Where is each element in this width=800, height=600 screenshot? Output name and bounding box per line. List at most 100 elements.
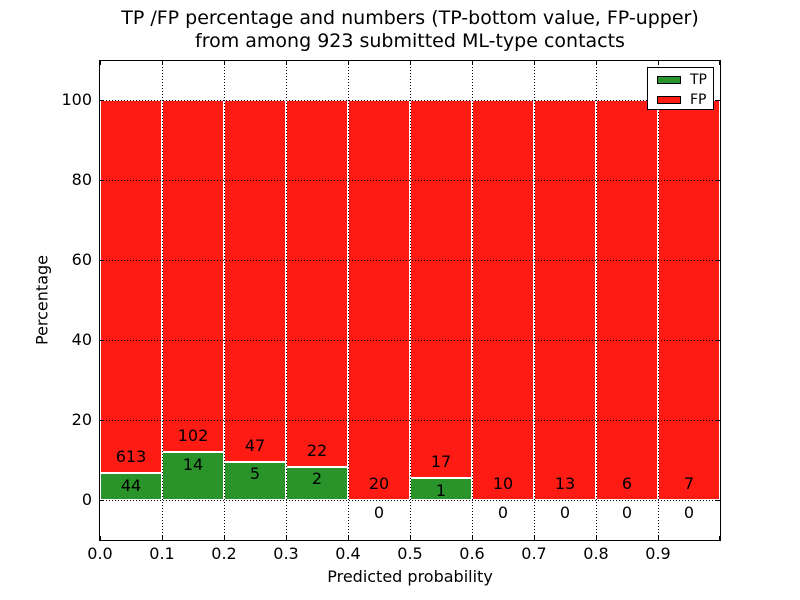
axis-tick (472, 536, 473, 540)
x-tick-label: 0.8 (583, 544, 609, 563)
grid-line-vertical (534, 61, 535, 540)
axis-tick (410, 61, 411, 65)
bar-count-label-fp: 6 (621, 474, 633, 493)
axis-tick (348, 536, 349, 540)
grid-line-horizontal (100, 100, 720, 101)
grid-line-vertical (348, 61, 349, 540)
axis-tick (162, 536, 163, 540)
axis-tick (100, 500, 104, 501)
y-tick-label: 80 (71, 170, 92, 189)
grid-line-vertical (596, 61, 597, 540)
y-tick-label: 100 (61, 90, 92, 109)
x-tick-label: 0.0 (87, 544, 113, 563)
x-tick-label: 0.4 (335, 544, 361, 563)
y-tick-label: 0 (81, 490, 92, 509)
axis-tick (162, 61, 163, 65)
axis-tick (100, 61, 101, 65)
bar-count-label-fp: 7 (683, 474, 695, 493)
bar-segment-fp (534, 100, 596, 500)
chart-title-line-2: from among 923 submitted ML-type contact… (195, 30, 625, 52)
bar-count-label-tp: 0 (621, 502, 633, 522)
bar-count-label-fp: 47 (244, 435, 266, 455)
bar-segment-fp (596, 100, 658, 500)
bar-count-label-fp: 10 (492, 474, 514, 493)
bar-segment-fp (410, 100, 472, 478)
axis-tick (596, 536, 597, 540)
axis-tick (100, 536, 101, 540)
bar-segment-tp (100, 473, 162, 500)
bar-count-label-tp: 0 (559, 502, 571, 522)
grid-line-horizontal (100, 420, 720, 421)
axis-tick (410, 536, 411, 540)
x-tick-label: 0.6 (459, 544, 485, 563)
bar-segment-fp (472, 100, 534, 500)
bar-count-label-tp: 0 (497, 502, 509, 522)
axis-tick (100, 340, 104, 341)
axis-tick (534, 536, 535, 540)
y-tick-label: 60 (71, 250, 92, 269)
grid-line-horizontal (100, 340, 720, 341)
axis-tick (716, 500, 720, 501)
plot-area (99, 60, 721, 541)
legend-row-tp: TP (648, 71, 713, 89)
axis-tick (716, 260, 720, 261)
axis-tick (100, 100, 104, 101)
legend-swatch-fp (657, 96, 681, 104)
bar-count-label-tp: 5 (249, 464, 261, 484)
bar-segment-fp (286, 100, 348, 467)
y-tick-label: 40 (71, 330, 92, 349)
bar-count-label-fp: 13 (554, 474, 576, 493)
axis-tick (716, 340, 720, 341)
axis-tick (716, 180, 720, 181)
grid-line-horizontal (100, 500, 720, 501)
bar-segment-fp (162, 100, 224, 452)
grid-line-vertical (286, 61, 287, 540)
axis-tick (658, 536, 659, 540)
axis-tick (716, 420, 720, 421)
axis-tick (719, 536, 720, 540)
axis-tick (224, 536, 225, 540)
axis-tick (719, 61, 720, 65)
bar-count-label-fp: 17 (430, 451, 452, 471)
legend: TP FP (647, 67, 714, 110)
grid-line-vertical (162, 61, 163, 540)
x-tick-label: 0.9 (645, 544, 671, 563)
axis-tick (100, 260, 104, 261)
legend-label-tp: TP (690, 72, 707, 88)
bar-count-label-fp: 102 (177, 425, 209, 445)
axis-tick (100, 180, 104, 181)
x-tick-label: 0.1 (149, 544, 175, 563)
grid-line-vertical (410, 61, 411, 540)
x-tick-label: 0.2 (211, 544, 237, 563)
y-tick-label: 20 (71, 410, 92, 429)
bar-count-label-tp: 14 (182, 454, 204, 474)
axis-tick (348, 61, 349, 65)
x-tick-label: 0.7 (521, 544, 547, 563)
axis-tick (286, 536, 287, 540)
bar-count-label-tp: 0 (373, 502, 385, 522)
bar-count-label-tp: 1 (435, 480, 447, 500)
bar-segment-fp (348, 100, 410, 500)
grid-line-vertical (224, 61, 225, 540)
bar-count-label-tp: 2 (311, 469, 323, 489)
legend-swatch-tp (657, 76, 681, 84)
grid-line-horizontal (100, 180, 720, 181)
axis-tick (716, 100, 720, 101)
axis-tick (472, 61, 473, 65)
grid-line-vertical (472, 61, 473, 540)
axis-tick (596, 61, 597, 65)
legend-label-fp: FP (690, 92, 707, 108)
bar-segment-fp (658, 100, 720, 500)
grid-line-horizontal (100, 260, 720, 261)
legend-row-fp: FP (648, 91, 713, 109)
chart-title: TP /FP percentage and numbers (TP-bottom… (100, 7, 720, 53)
chart-title-line-1: TP /FP percentage and numbers (TP-bottom… (121, 7, 699, 29)
bar-count-label-tp: 0 (683, 502, 695, 522)
axis-tick (658, 61, 659, 65)
grid-line-vertical (658, 61, 659, 540)
bar-count-label-fp: 20 (368, 474, 390, 493)
x-axis-label: Predicted probability (327, 567, 493, 586)
bar-count-label-fp: 22 (306, 440, 328, 460)
bar-count-label-tp: 44 (120, 476, 142, 495)
